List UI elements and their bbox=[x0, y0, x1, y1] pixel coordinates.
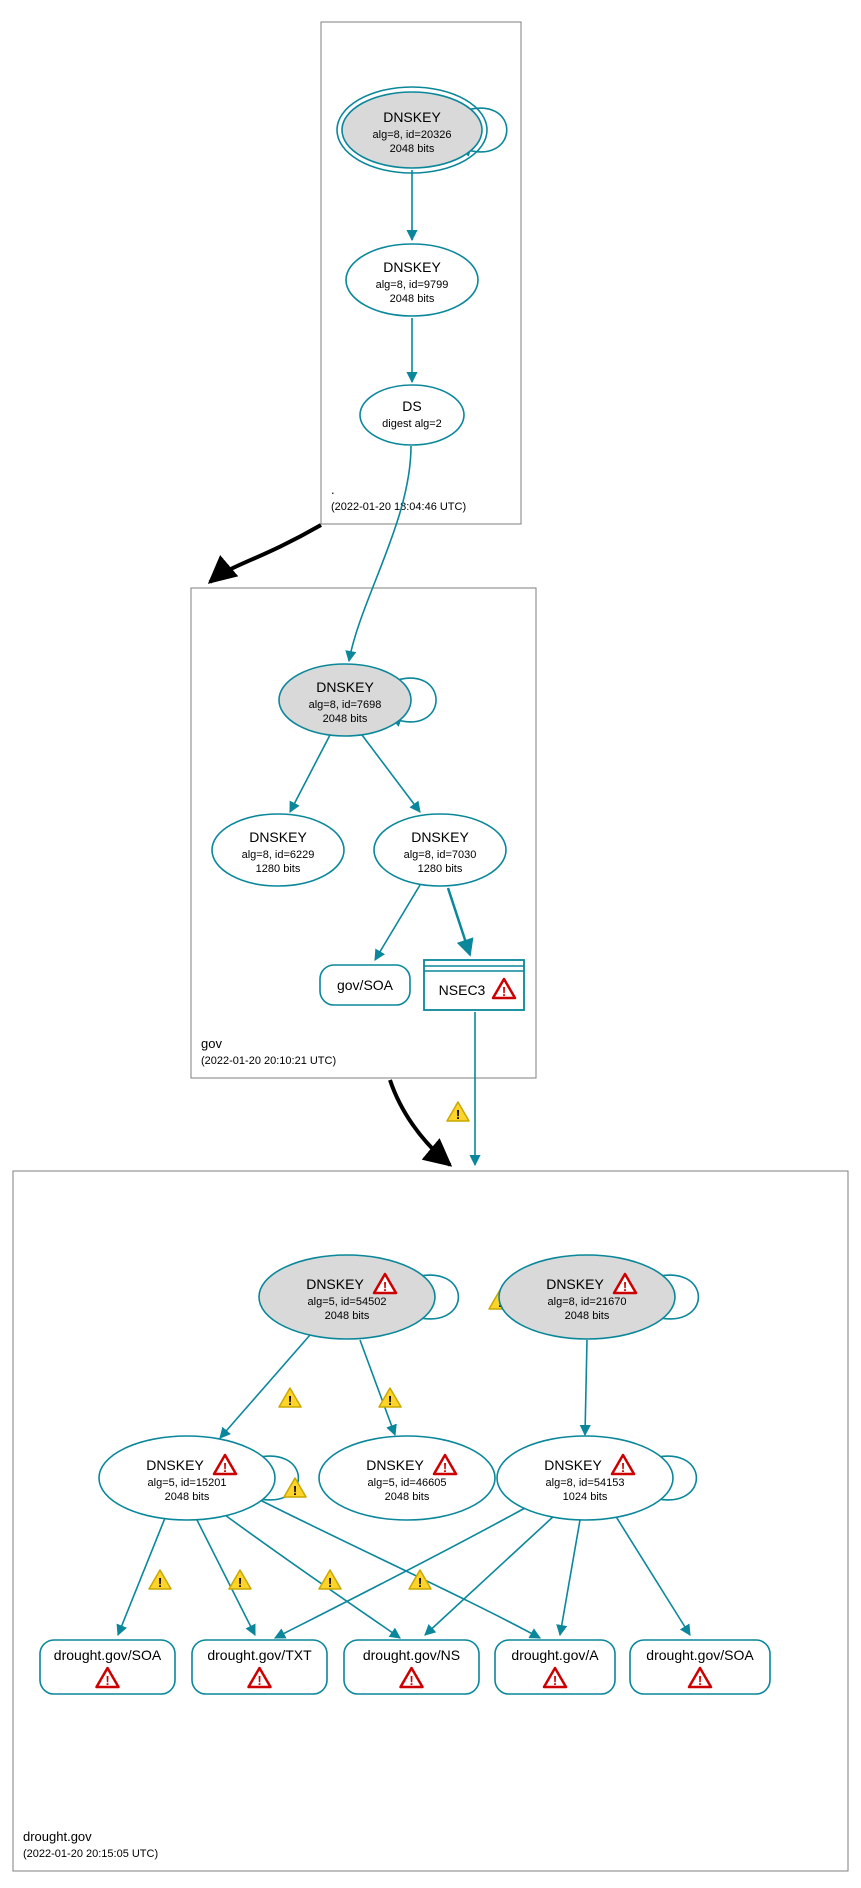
svg-text:!: ! bbox=[418, 1575, 422, 1590]
svg-text:alg=5, id=46605: alg=5, id=46605 bbox=[368, 1477, 447, 1489]
svg-text:DS: DS bbox=[402, 398, 421, 414]
svg-text:!: ! bbox=[502, 984, 506, 999]
svg-text:!: ! bbox=[223, 1460, 227, 1475]
svg-text:2048 bits: 2048 bits bbox=[325, 1310, 370, 1322]
svg-text:DNSKEY: DNSKEY bbox=[366, 1457, 424, 1473]
svg-text:alg=5, id=15201: alg=5, id=15201 bbox=[148, 1477, 227, 1489]
warning-icon: ! bbox=[319, 1570, 341, 1590]
svg-text:drought.gov: drought.gov bbox=[23, 1829, 92, 1844]
svg-text:DNSKEY: DNSKEY bbox=[383, 109, 441, 125]
svg-text:DNSKEY: DNSKEY bbox=[249, 829, 307, 845]
node-d_rr_soa1: drought.gov/SOA! bbox=[40, 1640, 175, 1694]
svg-text:DNSKEY: DNSKEY bbox=[316, 679, 374, 695]
svg-text:2048 bits: 2048 bits bbox=[165, 1491, 210, 1503]
node-d_zsk3: DNSKEY! alg=8, id=54153 1024 bits bbox=[497, 1436, 673, 1520]
svg-text:DNSKEY: DNSKEY bbox=[146, 1457, 204, 1473]
svg-text:!: ! bbox=[383, 1279, 387, 1294]
svg-text:drought.gov/A: drought.gov/A bbox=[511, 1647, 599, 1663]
node-gov_zsk2: DNSKEY alg=8, id=7030 1280 bits bbox=[374, 814, 506, 886]
node-d_rr_soa2: drought.gov/SOA! bbox=[630, 1640, 770, 1694]
svg-text:!: ! bbox=[293, 1483, 297, 1498]
node-d_ksk1: DNSKEY! alg=5, id=54502 2048 bits bbox=[259, 1255, 435, 1339]
svg-text:!: ! bbox=[621, 1460, 625, 1475]
svg-text:DNSKEY: DNSKEY bbox=[544, 1457, 602, 1473]
svg-text:drought.gov/TXT: drought.gov/TXT bbox=[207, 1647, 312, 1663]
svg-text:gov/SOA: gov/SOA bbox=[337, 977, 394, 993]
svg-text:gov: gov bbox=[201, 1036, 222, 1051]
svg-text:DNSKEY: DNSKEY bbox=[546, 1276, 604, 1292]
svg-text:!: ! bbox=[257, 1673, 261, 1688]
svg-text:DNSKEY: DNSKEY bbox=[411, 829, 469, 845]
svg-text:(2022-01-20 20:15:05 UTC): (2022-01-20 20:15:05 UTC) bbox=[23, 1848, 158, 1860]
svg-text:1024 bits: 1024 bits bbox=[563, 1491, 608, 1503]
node-d_rr_ns: drought.gov/NS! bbox=[344, 1640, 479, 1694]
svg-text:!: ! bbox=[443, 1460, 447, 1475]
svg-text:alg=8, id=6229: alg=8, id=6229 bbox=[242, 849, 315, 861]
svg-text:2048 bits: 2048 bits bbox=[390, 143, 435, 155]
node-gov_nsec3: NSEC3! bbox=[424, 960, 524, 1010]
svg-text:alg=8, id=7030: alg=8, id=7030 bbox=[404, 849, 477, 861]
warning-icon: ! bbox=[409, 1570, 431, 1590]
node-root_ksk: DNSKEY alg=8, id=20326 2048 bits bbox=[337, 87, 487, 173]
svg-text:(2022-01-20 18:04:46 UTC): (2022-01-20 18:04:46 UTC) bbox=[331, 501, 466, 513]
svg-text:alg=5, id=54502: alg=5, id=54502 bbox=[308, 1296, 387, 1308]
warning-icon: ! bbox=[149, 1570, 171, 1590]
svg-text:.: . bbox=[331, 482, 335, 497]
warning-icon: ! bbox=[279, 1388, 301, 1408]
svg-text:drought.gov/SOA: drought.gov/SOA bbox=[54, 1647, 162, 1663]
node-root_zsk: DNSKEY alg=8, id=9799 2048 bits bbox=[346, 244, 478, 316]
svg-text:2048 bits: 2048 bits bbox=[385, 1491, 430, 1503]
node-gov_zsk1: DNSKEY alg=8, id=6229 1280 bits bbox=[212, 814, 344, 886]
node-gov_soa: gov/SOA bbox=[320, 965, 410, 1005]
svg-text:digest alg=2: digest alg=2 bbox=[382, 418, 442, 430]
svg-text:!: ! bbox=[288, 1393, 292, 1408]
node-root_ds: DS digest alg=2 bbox=[360, 385, 464, 445]
warning-icon: ! bbox=[447, 1102, 469, 1122]
svg-text:!: ! bbox=[158, 1575, 162, 1590]
warning-icon: ! bbox=[284, 1478, 306, 1498]
svg-text:DNSKEY: DNSKEY bbox=[306, 1276, 364, 1292]
svg-text:2048 bits: 2048 bits bbox=[390, 293, 435, 305]
svg-text:!: ! bbox=[409, 1673, 413, 1688]
svg-text:!: ! bbox=[105, 1673, 109, 1688]
node-d_rr_a: drought.gov/A! bbox=[495, 1640, 615, 1694]
node-d_zsk1: DNSKEY! alg=5, id=15201 2048 bits bbox=[99, 1436, 275, 1520]
svg-text:alg=8, id=7698: alg=8, id=7698 bbox=[309, 699, 382, 711]
svg-text:2048 bits: 2048 bits bbox=[323, 713, 368, 725]
svg-text:2048 bits: 2048 bits bbox=[565, 1310, 610, 1322]
svg-text:!: ! bbox=[238, 1575, 242, 1590]
svg-text:!: ! bbox=[456, 1107, 460, 1122]
svg-text:!: ! bbox=[328, 1575, 332, 1590]
zone-drought: drought.gov (2022-01-20 20:15:05 UTC) bbox=[13, 1171, 848, 1871]
node-d_zsk2: DNSKEY! alg=5, id=46605 2048 bits bbox=[319, 1436, 495, 1520]
svg-text:!: ! bbox=[623, 1279, 627, 1294]
svg-text:!: ! bbox=[553, 1673, 557, 1688]
svg-text:DNSKEY: DNSKEY bbox=[383, 259, 441, 275]
warning-icon: ! bbox=[379, 1388, 401, 1408]
svg-text:(2022-01-20 20:10:21 UTC): (2022-01-20 20:10:21 UTC) bbox=[201, 1055, 336, 1067]
node-d_rr_txt: drought.gov/TXT! bbox=[192, 1640, 327, 1694]
svg-text:1280 bits: 1280 bits bbox=[256, 863, 301, 875]
nodes: DNSKEY alg=8, id=20326 2048 bits DNSKEY alg=… bbox=[40, 87, 770, 1694]
warning-icon: ! bbox=[229, 1570, 251, 1590]
svg-text:!: ! bbox=[388, 1393, 392, 1408]
svg-text:drought.gov/NS: drought.gov/NS bbox=[363, 1647, 460, 1663]
svg-text:alg=8, id=21670: alg=8, id=21670 bbox=[548, 1296, 627, 1308]
svg-text:alg=8, id=54153: alg=8, id=54153 bbox=[546, 1477, 625, 1489]
svg-text:NSEC3: NSEC3 bbox=[439, 982, 486, 998]
node-gov_ksk: DNSKEY alg=8, id=7698 2048 bits bbox=[279, 664, 411, 736]
svg-text:!: ! bbox=[698, 1673, 702, 1688]
svg-text:alg=8, id=20326: alg=8, id=20326 bbox=[373, 129, 452, 141]
svg-text:1280 bits: 1280 bits bbox=[418, 863, 463, 875]
svg-text:drought.gov/SOA: drought.gov/SOA bbox=[646, 1647, 754, 1663]
node-d_ksk2: DNSKEY! alg=8, id=21670 2048 bits bbox=[499, 1255, 675, 1339]
svg-text:alg=8, id=9799: alg=8, id=9799 bbox=[376, 279, 449, 291]
